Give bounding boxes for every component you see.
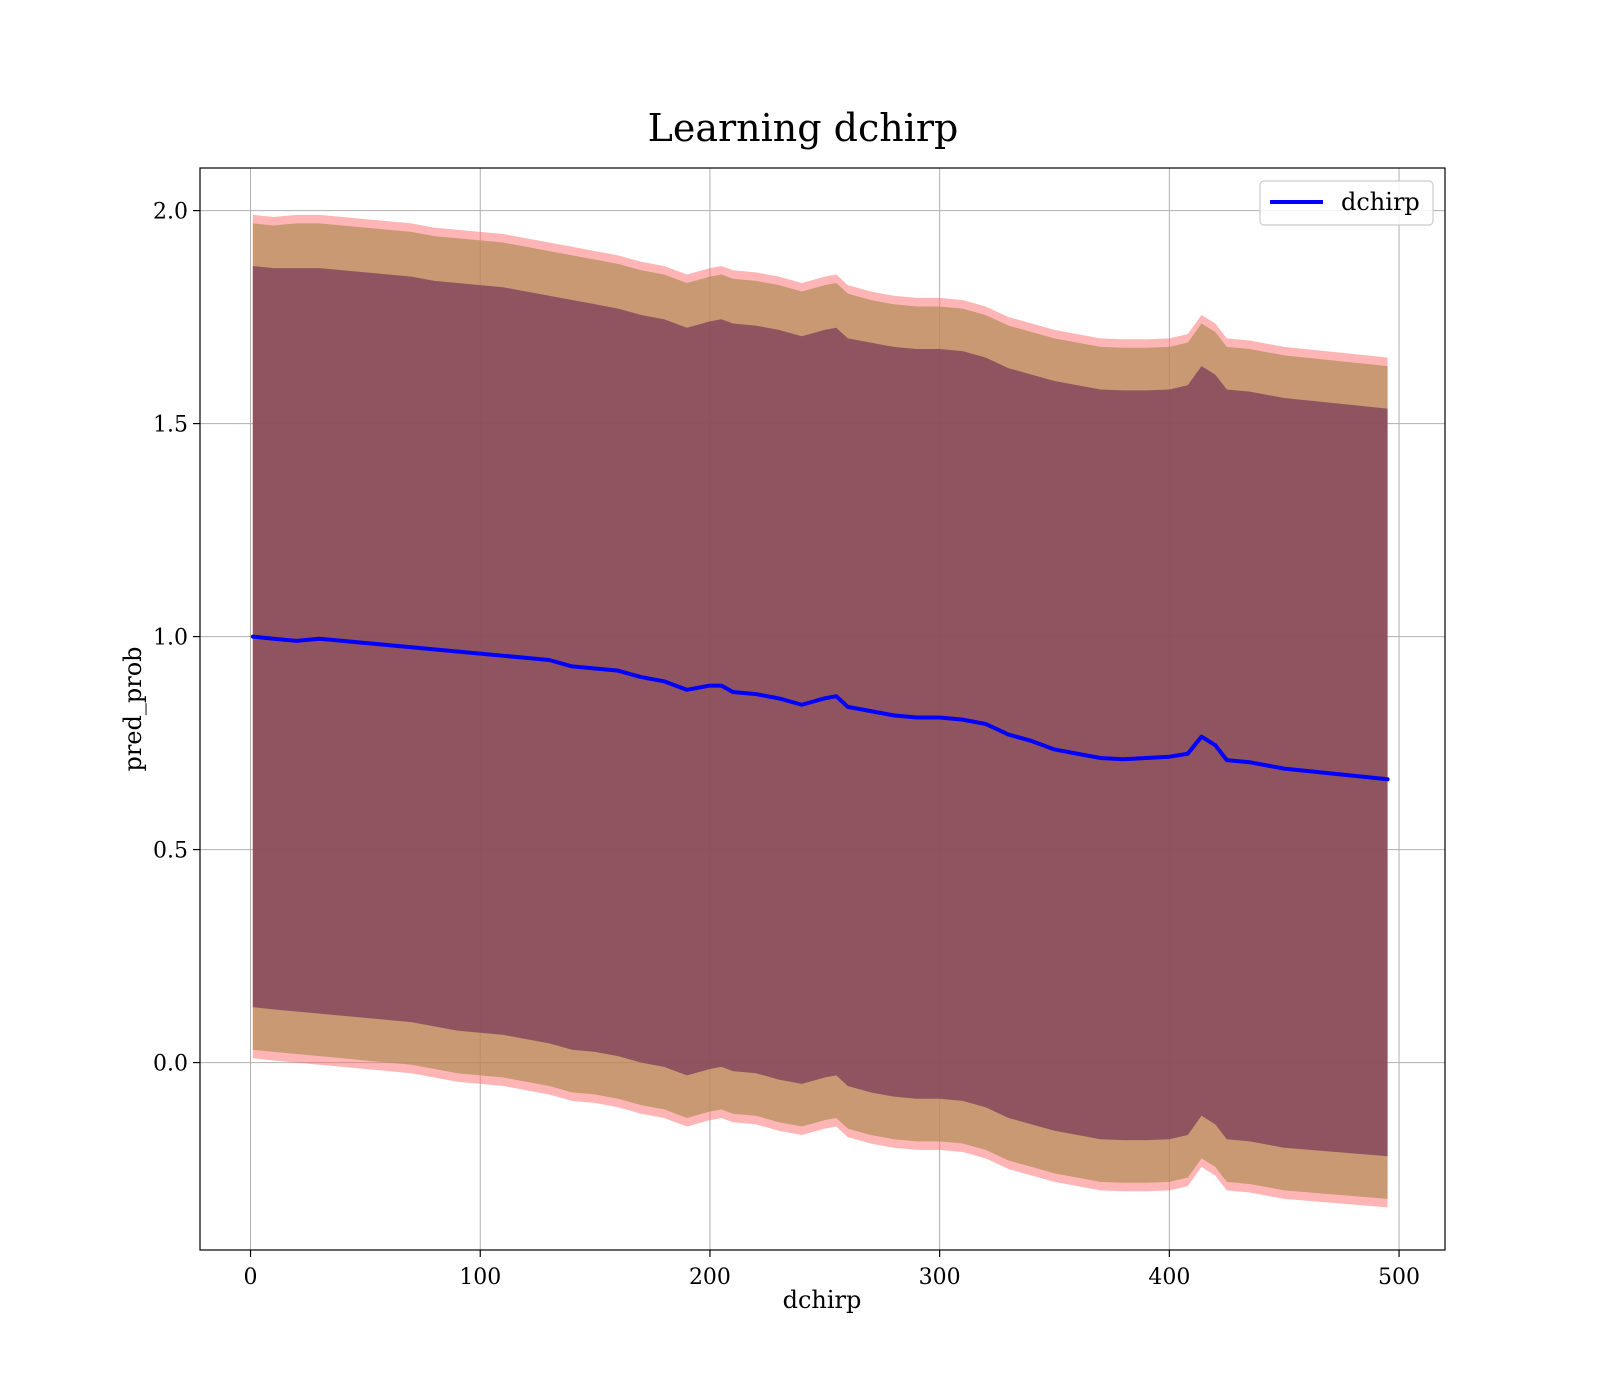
x-tick-label: 500 (1378, 1265, 1420, 1290)
legend-label: dchirp (1341, 188, 1420, 216)
series-lines (250, 634, 1390, 782)
x-tick-label: 300 (919, 1265, 961, 1290)
x-tick-label: 400 (1148, 1265, 1190, 1290)
y-tick-label: 0.5 (153, 839, 188, 864)
y-tick-label: 2.0 (153, 200, 188, 225)
y-tick-label: 1.5 (153, 413, 188, 438)
y-axis-label: pred_prob (119, 646, 147, 771)
chart-title: Learning dchirp (648, 106, 959, 150)
y-tick-label: 1.0 (153, 626, 188, 651)
x-tick-label: 0 (244, 1265, 258, 1290)
series-line-dchirp (250, 634, 1390, 782)
plot-frame (199, 167, 1446, 1251)
legend: dchirp (1259, 180, 1434, 226)
x-tick-label: 200 (689, 1265, 731, 1290)
x-axis-ticks: 0 100 200 300 400 500 (244, 1250, 1420, 1290)
y-axis-ticks: 0.0 0.5 1.0 1.5 2.0 (153, 200, 200, 1077)
band-inner (252, 265, 1388, 1157)
confidence-bands (252, 214, 1388, 1208)
x-tick-label: 100 (459, 1265, 501, 1290)
legend-box (1259, 180, 1434, 226)
x-axis-label: dchirp (783, 1286, 862, 1314)
y-tick-label: 0.0 (153, 1052, 188, 1077)
